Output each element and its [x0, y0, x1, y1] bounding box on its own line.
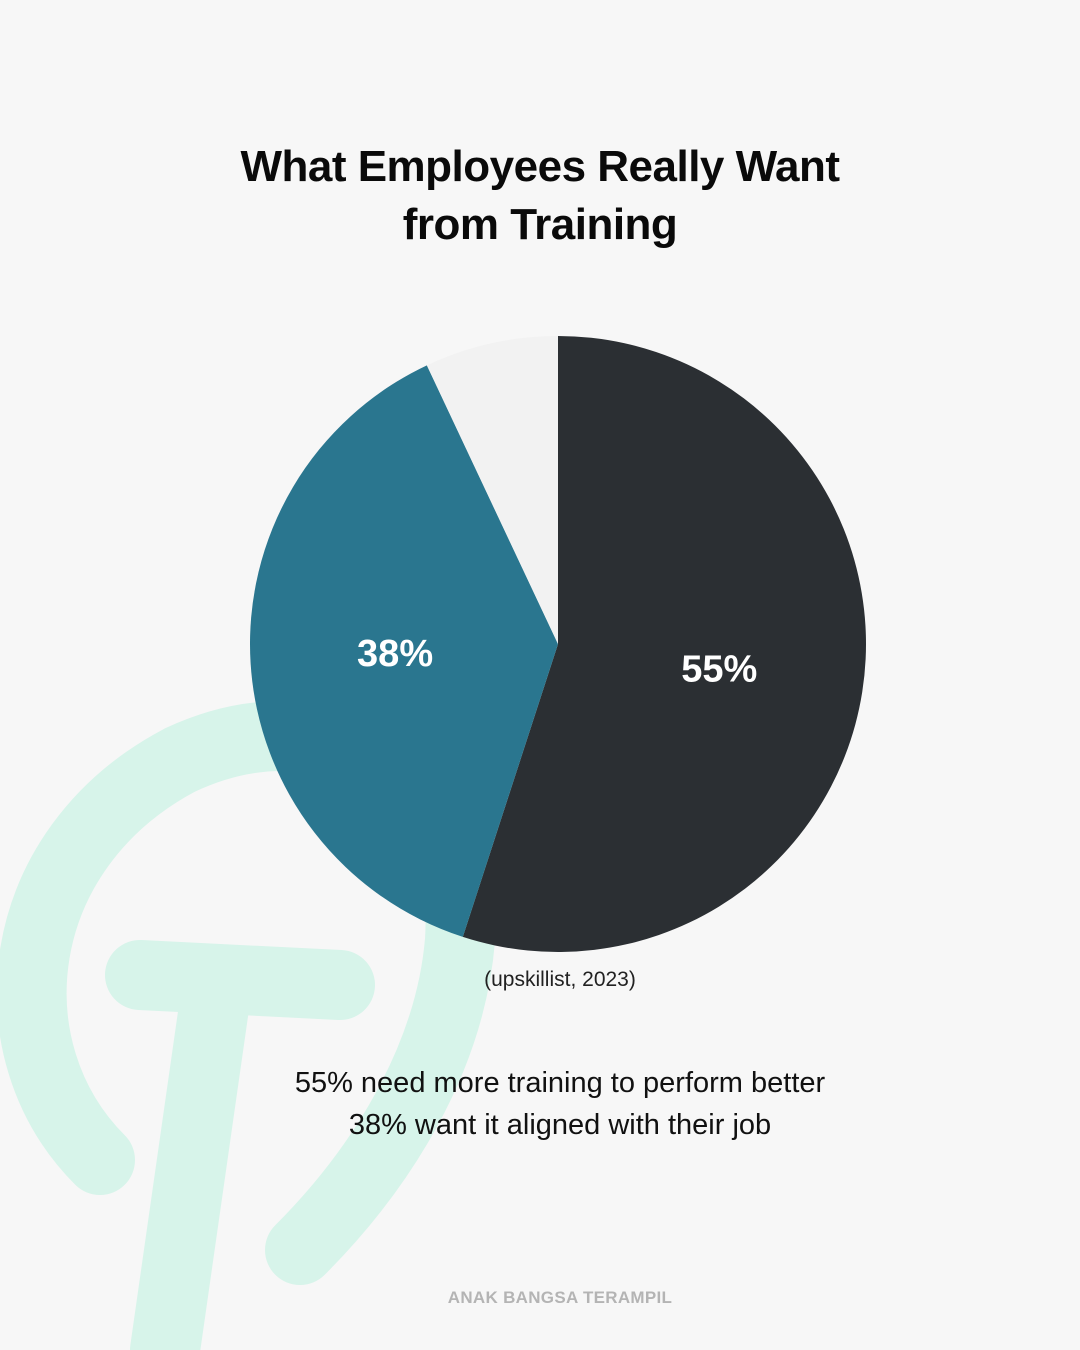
chart-title-line-1: What Employees Really Want	[240, 142, 840, 191]
source-citation: (upskillist, 2023)	[484, 968, 636, 991]
chart-title-line-2: from Training	[402, 200, 678, 249]
summary-line-2: 38% want it aligned with their job	[348, 1109, 772, 1141]
pie-slice-2	[249, 365, 559, 937]
pie-slice-label-2: 38%	[357, 633, 433, 675]
chart-title: What Employees Really Want from Training	[140, 138, 940, 254]
summary-text: 55% need more training to perform better…	[160, 1062, 960, 1146]
pie-slice-3	[426, 336, 558, 644]
footer-brand: ANAK BANGSA TERAMPIL	[447, 1288, 673, 1307]
pie-slice-label-1: 55%	[681, 649, 757, 691]
pie-slice-1	[462, 336, 866, 953]
summary-line-1: 55% need more training to perform better	[294, 1067, 826, 1099]
